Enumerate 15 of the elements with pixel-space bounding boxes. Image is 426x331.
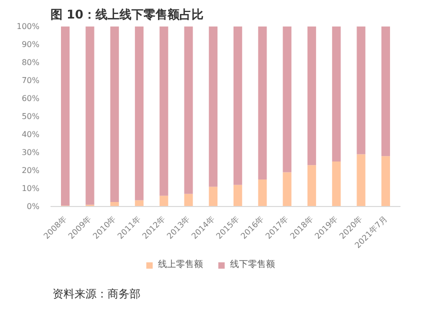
text: 资料来源：商务部 [52, 288, 140, 300]
chart-title: 图 10：线上线下零售额占比 [50, 8, 204, 22]
y-tick-label: 60% [22, 94, 40, 103]
y-tick-label: 40% [22, 130, 40, 139]
y-tick-label: 80% [22, 58, 40, 67]
y-tick-label: 30% [22, 148, 40, 157]
y-tick-label: 50% [22, 112, 40, 121]
y-tick-label: 70% [22, 76, 40, 85]
y-tick-label: 0% [26, 202, 40, 211]
legend-label: 线上零售额 [158, 258, 203, 271]
y-tick-label: 20% [22, 166, 40, 175]
y-tick-label: 90% [22, 40, 40, 49]
y-tick-label: 10% [22, 184, 40, 193]
legend-label: 线下零售额 [230, 258, 275, 271]
y-tick-label: 100% [16, 22, 40, 31]
